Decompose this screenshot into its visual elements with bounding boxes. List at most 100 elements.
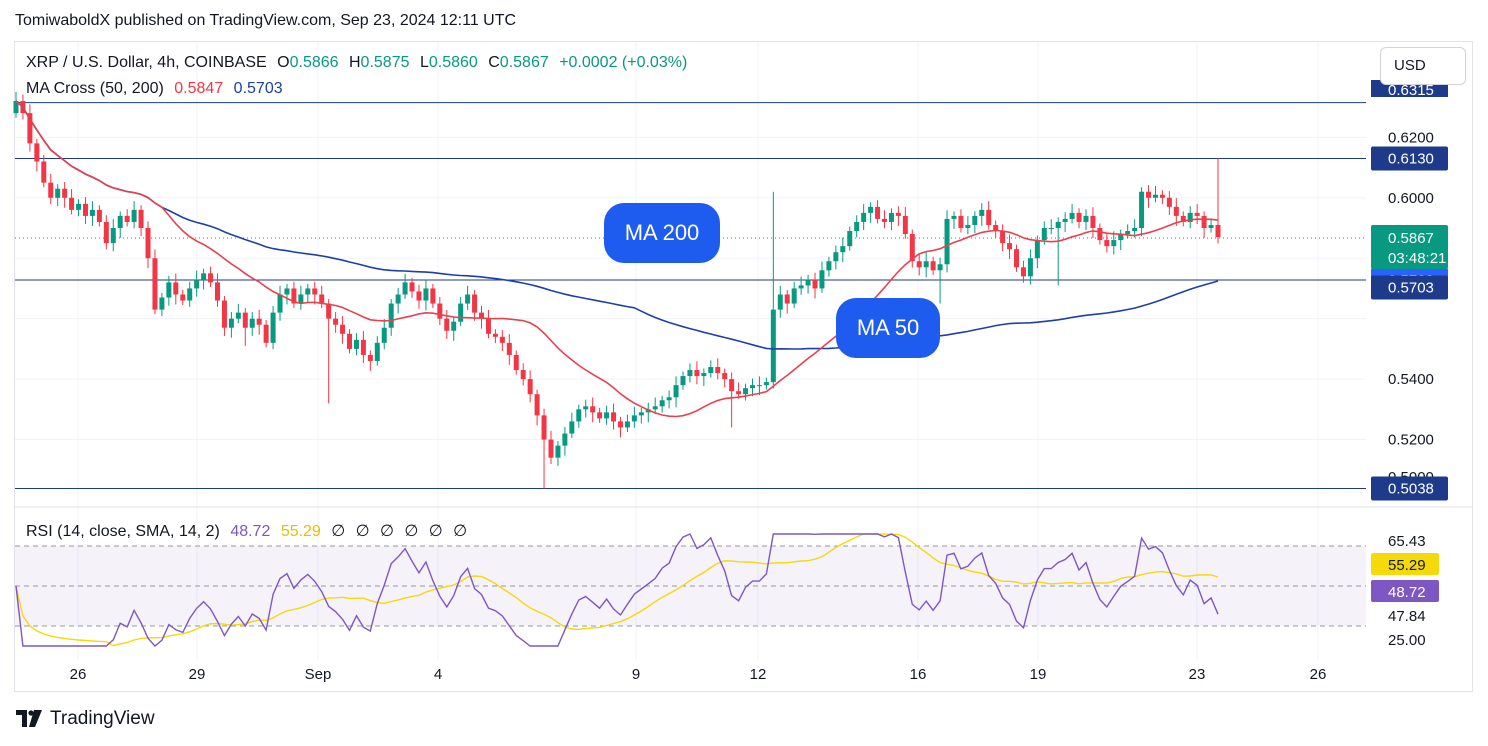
candle-body — [1146, 191, 1152, 198]
candle-body — [673, 385, 679, 398]
candle — [1194, 204, 1200, 225]
candle — [972, 211, 978, 234]
candle-body — [1215, 224, 1221, 238]
rsi-empty-5: ∅ — [428, 523, 443, 540]
candle-body — [1041, 228, 1047, 241]
candle — [743, 383, 749, 401]
candle — [854, 215, 860, 238]
candle-body — [451, 321, 457, 331]
ma50-value: 0.5847 — [174, 80, 224, 97]
candle — [326, 299, 332, 404]
candle — [1027, 249, 1033, 285]
candle-body — [1048, 228, 1054, 229]
candle — [117, 211, 123, 238]
candle-body — [312, 288, 318, 295]
candle — [1208, 218, 1214, 233]
candle-body — [444, 318, 450, 331]
candle — [520, 363, 526, 386]
close-value: 0.5867 — [499, 54, 549, 71]
level-tag-4: 0.5038 — [1388, 481, 1434, 498]
x-tick-9: 26 — [1310, 666, 1327, 683]
candle — [82, 197, 88, 225]
candle — [451, 317, 457, 341]
level-tag-3: 0.5703 — [1388, 280, 1434, 297]
candle — [631, 406, 637, 428]
candle-body — [548, 439, 554, 458]
candle-body — [624, 421, 630, 428]
x-tick-7: 19 — [1030, 666, 1047, 683]
candle — [847, 226, 853, 251]
change-value: +0.0002 (+0.03%) — [559, 54, 688, 71]
rsi-sma-line — [15, 533, 1219, 647]
last-price-countdown: 03:48:21 — [1388, 250, 1446, 267]
candle-body — [138, 209, 144, 228]
candle — [1076, 208, 1082, 229]
candle — [1139, 187, 1145, 237]
rsi-value: 48.72 — [230, 523, 271, 540]
candle — [555, 441, 561, 466]
candle-body — [597, 412, 603, 419]
candle — [541, 408, 547, 489]
candle-body — [666, 397, 672, 401]
candle-body — [1159, 194, 1165, 198]
candle — [131, 201, 137, 229]
candle-body — [659, 400, 665, 407]
candle — [909, 229, 915, 268]
candle — [722, 368, 728, 388]
candle-body — [1180, 215, 1186, 222]
candle-body — [749, 385, 755, 389]
candle-body — [298, 294, 304, 304]
candle-body — [152, 258, 158, 310]
candle-body — [173, 282, 179, 295]
low-value: 0.5860 — [428, 54, 478, 71]
candle — [423, 279, 429, 311]
candle — [13, 92, 19, 118]
candle — [708, 360, 714, 378]
candle-body — [847, 231, 853, 247]
candle-body — [909, 234, 915, 262]
candle — [923, 252, 929, 278]
candle-body — [27, 113, 33, 144]
candle-body — [1097, 228, 1103, 241]
candle — [597, 407, 603, 423]
candle — [319, 285, 325, 309]
candle — [687, 363, 693, 383]
candle-body — [82, 203, 88, 216]
ma50-callout: MA 50 — [836, 298, 940, 358]
candle — [173, 273, 179, 305]
level-tag-0-bg — [1371, 146, 1448, 171]
rsi-name: RSI (14, close, SMA, 14, 2) — [26, 523, 220, 540]
y-tick-3: 0.5200 — [1388, 432, 1434, 449]
candle — [944, 210, 950, 273]
candle — [840, 237, 846, 263]
candle-body — [48, 182, 54, 198]
candle — [805, 274, 811, 294]
symbol-name: XRP / U.S. Dollar, 4h, COINBASE — [26, 54, 267, 71]
candle — [76, 199, 82, 217]
candle-body — [590, 406, 596, 413]
candle-body — [958, 215, 964, 228]
candle — [312, 281, 318, 305]
candle — [833, 245, 839, 270]
candle-body — [1173, 206, 1179, 216]
candle-body — [395, 294, 401, 304]
candle-body — [242, 312, 248, 328]
candle-body — [499, 336, 505, 343]
rsi-empty-6: ∅ — [453, 523, 468, 540]
x-tick-1: 29 — [189, 666, 206, 683]
candle-body — [1187, 212, 1193, 222]
candle — [138, 205, 144, 237]
candle-body — [360, 339, 366, 355]
candle-body — [1118, 234, 1124, 241]
candle — [180, 289, 186, 306]
rsi-y-tick-2: 25.00 — [1388, 632, 1426, 649]
candle-body — [888, 212, 894, 222]
candle-body — [1090, 215, 1096, 228]
candle — [437, 296, 443, 326]
candle-body — [1000, 231, 1006, 244]
low-label: L — [419, 54, 429, 71]
close-label: C — [488, 54, 500, 71]
candle-body — [631, 415, 637, 422]
currency-button[interactable]: USD — [1380, 47, 1466, 85]
